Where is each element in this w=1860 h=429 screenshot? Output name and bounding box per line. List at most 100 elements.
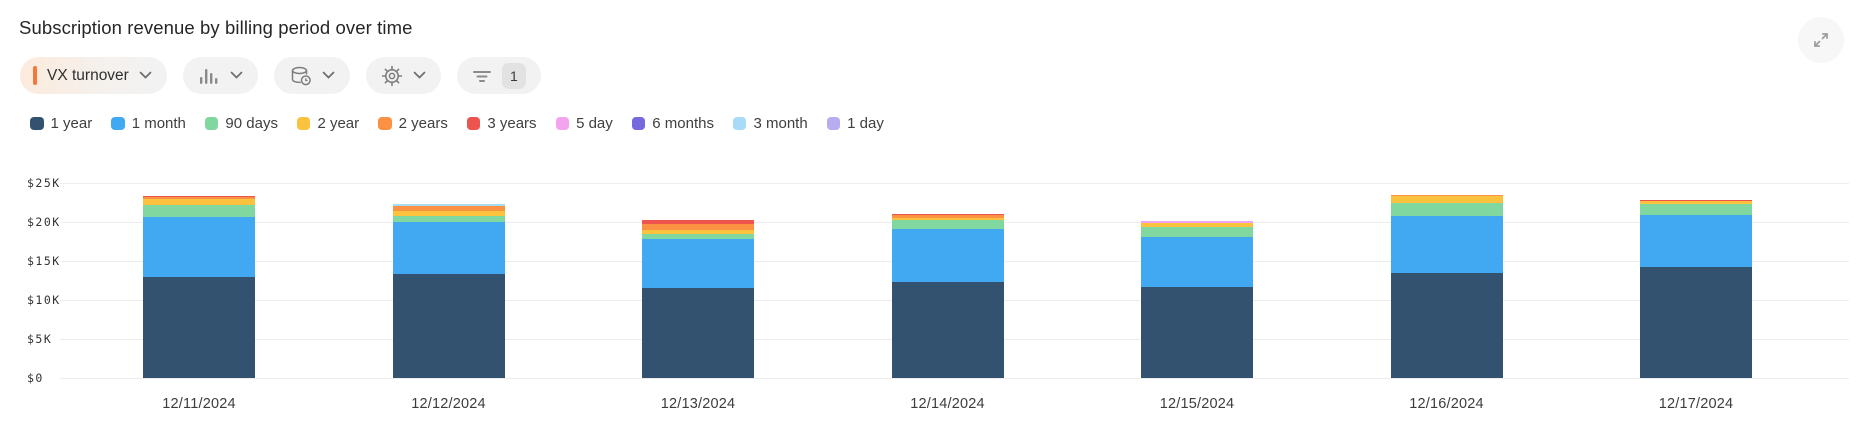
x-axis-label: 12/11/2024	[162, 396, 236, 412]
chart-type-button[interactable]	[182, 57, 258, 94]
bar-segment-1-year[interactable]	[1141, 286, 1253, 378]
legend-label: 2 years	[398, 115, 448, 132]
page-title: Subscription revenue by billing period o…	[19, 17, 413, 38]
bar-12/13/2024	[642, 0, 754, 378]
legend-label: 1 year	[50, 115, 93, 132]
bar-12/12/2024	[392, 0, 505, 378]
bar-12/17/2024	[1640, 0, 1752, 378]
bar-segment-90-days[interactable]	[143, 204, 255, 218]
bar-segment-2-year[interactable]	[392, 211, 505, 216]
bar-segment-90-days[interactable]	[392, 215, 505, 222]
legend-item-90-days[interactable]: 90 days	[204, 115, 278, 132]
bar-segment-1-month[interactable]	[1640, 214, 1752, 268]
bar-segment-90-days[interactable]	[642, 234, 754, 240]
bar-segment-90-days[interactable]	[1640, 204, 1752, 215]
x-axis-label: 12/16/2024	[1409, 396, 1484, 412]
bar-segment-2-year[interactable]	[642, 229, 754, 235]
bar-12/11/2024	[143, 0, 255, 378]
bar-12/14/2024	[891, 0, 1004, 378]
bar-segment-2-year[interactable]	[891, 217, 1004, 221]
legend-label: 3 years	[487, 115, 537, 132]
legend-swatch-icon	[378, 116, 392, 131]
bar-segment-5-day[interactable]	[1141, 221, 1253, 223]
legend-swatch-icon	[466, 116, 481, 131]
bar-segment-3-years[interactable]	[642, 219, 754, 224]
legend-item-6-months[interactable]: 6 months	[631, 115, 714, 132]
legend-swatch-icon	[30, 116, 44, 131]
bar-segment-2-year[interactable]	[1390, 196, 1503, 204]
bar-segment-1-year[interactable]	[1640, 267, 1752, 378]
bar-segment-1-month[interactable]	[642, 239, 754, 288]
legend-label: 90 days	[225, 115, 278, 132]
bar-12/16/2024	[1390, 0, 1503, 378]
chart-toolbar: VX turnover	[20, 57, 541, 94]
legend-swatch-icon	[296, 116, 311, 131]
legend-item-1-year[interactable]: 1 year	[30, 115, 92, 132]
bar-segment-1-year[interactable]	[642, 287, 754, 378]
legend-item-3-years[interactable]: 3 years	[466, 115, 537, 132]
bar-segment-2-years[interactable]	[891, 214, 1004, 218]
bar-segment-90-days[interactable]	[1390, 203, 1503, 216]
metric-selector[interactable]: VX turnover	[20, 57, 167, 94]
legend-swatch-icon	[631, 116, 646, 131]
legend-item-1-month[interactable]: 1 month	[111, 115, 186, 132]
bar-segment-3-years[interactable]	[891, 214, 1004, 215]
bar-segment-1-month[interactable]	[143, 217, 255, 277]
legend-item-3-month[interactable]: 3 month	[732, 115, 808, 132]
legend-swatch-icon	[555, 116, 570, 131]
legend-item-5-day[interactable]: 5 day	[555, 115, 613, 132]
y-axis-tick-label: $15K	[27, 254, 61, 268]
bar-segment-2-years[interactable]	[1390, 194, 1503, 197]
bar-segment-1-year[interactable]	[1390, 272, 1503, 378]
database-clock-icon	[289, 65, 312, 87]
data-source-button[interactable]	[273, 57, 350, 94]
chevron-down-icon	[322, 71, 335, 80]
settings-button[interactable]	[365, 57, 441, 94]
x-axis-label: 12/12/2024	[411, 396, 486, 412]
y-axis-tick-label: $25K	[27, 176, 61, 190]
bar-segment-90-days[interactable]	[1141, 226, 1253, 237]
chevron-down-icon	[139, 71, 152, 80]
gridline	[60, 183, 1849, 184]
legend-item-2-year[interactable]: 2 year	[296, 115, 360, 132]
bar-segment-3-years[interactable]	[143, 195, 255, 198]
bar-segment-2-year[interactable]	[1141, 222, 1253, 227]
legend-swatch-icon	[826, 116, 841, 131]
expand-icon	[1809, 28, 1833, 52]
bar-segment-2-year[interactable]	[143, 199, 255, 205]
x-axis-label: 12/17/2024	[1658, 396, 1734, 412]
bar-segment-1-month[interactable]	[392, 222, 505, 275]
bar-segment-1-month[interactable]	[1141, 236, 1253, 287]
bar-segment-1-month[interactable]	[891, 229, 1004, 283]
filter-count-badge: 1	[501, 62, 526, 89]
y-axis-tick-label: $0	[27, 371, 44, 385]
legend-item-1-day[interactable]: 1 day	[826, 115, 884, 132]
bar-segment-2-years[interactable]	[642, 223, 754, 230]
x-axis-label: 12/14/2024	[910, 396, 985, 412]
bar-segment-3-month[interactable]	[392, 204, 505, 206]
bar-segment-2-year[interactable]	[1640, 200, 1752, 205]
legend-label: 1 month	[131, 115, 186, 132]
bar-segment-3-years[interactable]	[1640, 200, 1752, 201]
bar-segment-2-years[interactable]	[143, 197, 255, 200]
legend-label: 2 year	[317, 115, 360, 132]
metric-accent-bar	[33, 66, 37, 85]
filter-button[interactable]: 1	[456, 57, 541, 94]
x-axis-label: 12/15/2024	[1159, 396, 1235, 412]
bar-segment-2-years[interactable]	[392, 205, 505, 212]
legend-swatch-icon	[111, 116, 125, 131]
legend-label: 6 months	[652, 115, 714, 132]
chart-legend: 1 year 1 month 90 days 2 year 2 years 3 years…	[30, 115, 884, 132]
bar-segment-1-year[interactable]	[143, 276, 255, 378]
y-axis-tick-label: $5K	[27, 332, 53, 346]
legend-item-2-years[interactable]: 2 years	[378, 115, 448, 132]
bar-segment-90-days[interactable]	[891, 220, 1004, 230]
bar-segment-1-month[interactable]	[1390, 215, 1503, 273]
bar-segment-1-year[interactable]	[891, 282, 1004, 378]
legend-swatch-icon	[204, 116, 219, 131]
bar-segment-1-year[interactable]	[392, 274, 505, 378]
legend-label: 1 day	[847, 115, 884, 132]
filter-icon	[472, 68, 492, 84]
expand-button[interactable]	[1798, 17, 1844, 63]
